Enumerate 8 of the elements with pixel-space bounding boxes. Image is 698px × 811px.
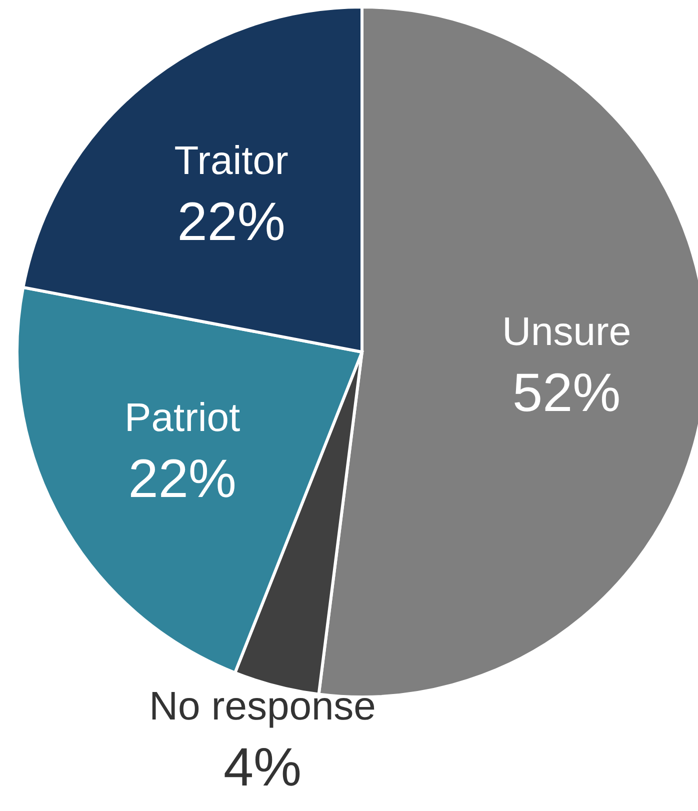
- slice-label: Traitor: [174, 139, 288, 184]
- slice-label: No response: [149, 684, 376, 728]
- data-label: 22%: [177, 192, 286, 252]
- data-label: 4%: [224, 737, 302, 798]
- slice-label: Patriot: [124, 396, 240, 440]
- slice-label: Unsure: [502, 310, 632, 354]
- data-label: 22%: [128, 448, 236, 509]
- data-label: 52%: [512, 362, 621, 423]
